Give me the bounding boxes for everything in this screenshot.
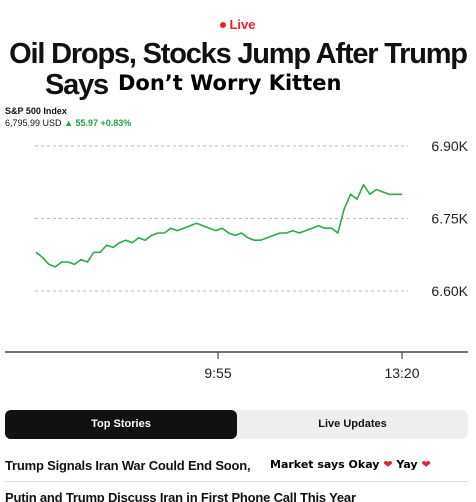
index-quote: 6,795.99 USD ▲ 55.97 +0.83% [5, 118, 131, 128]
headline-line-1: Oil Drops, Stocks Jump After Trump [9, 38, 468, 70]
x-tick-label: 9:55 [204, 365, 231, 381]
note-text-a: Market says Okay [270, 458, 380, 471]
index-price: 6,795.99 USD [5, 118, 62, 128]
price-series-line [35, 183, 402, 268]
y-tick-label: 6.60K [431, 283, 468, 299]
index-name: S&P 500 Index [5, 106, 67, 116]
index-change: ▲ 55.97 +0.83% [64, 118, 132, 128]
divider [5, 481, 468, 482]
live-dot-icon [220, 22, 227, 28]
tab-live-updates[interactable]: Live Updates [318, 418, 387, 430]
y-tick-label: 6.75K [431, 211, 468, 227]
note-text-b: Yay [396, 458, 418, 471]
story-tabs: Top Stories Live Updates [5, 410, 468, 439]
tab-top-stories[interactable]: Top Stories [5, 410, 237, 439]
x-tick-label: 13:20 [384, 365, 419, 381]
y-tick-label: 6.90K [431, 138, 468, 154]
story-headline-1[interactable]: Trump Signals Iran War Could End Soon, [5, 458, 251, 473]
price-chart: 6.90K 6.75K 6.60K 9:55 13:20 [5, 138, 469, 381]
live-label: Live [229, 17, 256, 32]
heart-icon: ❤ [383, 458, 393, 471]
heart-icon: ❤ [421, 458, 431, 471]
live-indicator[interactable]: Live [0, 17, 476, 32]
story-overlay-note: Market says Okay ❤ Yay ❤ [270, 458, 431, 471]
headline-overlay-text: Don’t Worry Kitten [118, 71, 342, 95]
story-headline-2[interactable]: Putin and Trump Discuss Iran in First Ph… [5, 490, 356, 502]
headline-line-2: Says [45, 69, 109, 101]
